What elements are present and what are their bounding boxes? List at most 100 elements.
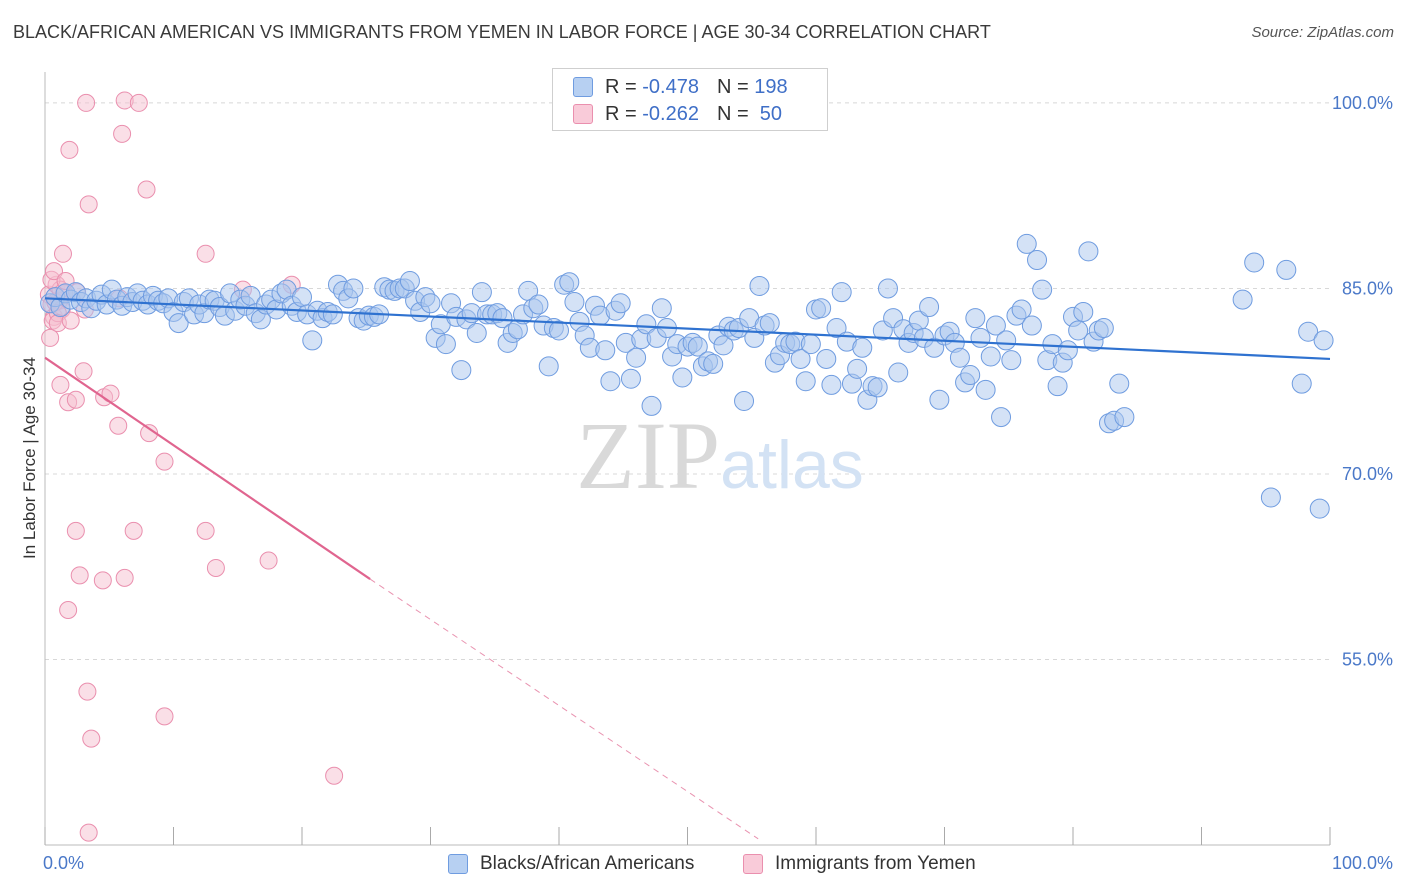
black-african-american-point (1068, 320, 1089, 341)
black-african-american-point (1276, 259, 1297, 280)
yemen-point (82, 729, 101, 748)
black-african-american-point (919, 296, 940, 317)
black-african-american-point (636, 314, 657, 335)
black-african-american-point (1073, 301, 1094, 322)
black-african-american-point (759, 313, 780, 334)
y-tick-label: 100.0% (1332, 93, 1393, 113)
legend-row-blue: R = -0.478 N = 198 (573, 75, 788, 99)
pink-trend-extension (369, 578, 759, 840)
yemen-point (79, 195, 98, 214)
yemen-point (74, 362, 93, 381)
black-african-american-point (1298, 321, 1319, 342)
bottom-blue-label: Blacks/African Americans (480, 853, 695, 874)
black-african-american-point (399, 271, 420, 292)
black-african-american-point (847, 358, 868, 379)
black-african-american-point (1309, 498, 1330, 519)
black-african-american-point (292, 287, 312, 308)
black-african-american-point (641, 395, 662, 416)
yemen-point (155, 452, 174, 471)
correlation-legend: R = -0.478 N = 198 R = -0.262 N = 50 (552, 68, 828, 131)
black-african-american-point (1011, 299, 1032, 320)
black-african-american-point (1114, 407, 1135, 428)
pink-r-label: R = (605, 102, 637, 125)
black-african-american-point (749, 275, 770, 296)
yemen-point (70, 566, 89, 585)
trend-lines (44, 297, 1331, 840)
black-african-american-point (985, 315, 1006, 336)
pink-r-value: -0.262 (642, 102, 699, 125)
black-african-american-point (1016, 233, 1037, 254)
black-african-american-point (420, 293, 441, 314)
black-african-american-point (877, 278, 898, 299)
black-african-american-point (1027, 249, 1048, 270)
blue-n-label: N = (716, 75, 749, 98)
black-african-american-point (620, 368, 641, 389)
black-african-american-point (826, 318, 847, 339)
yemen-point (51, 375, 70, 394)
black-african-american-point (1232, 289, 1253, 310)
black-african-american-point (1244, 252, 1265, 273)
black-african-american-point (811, 298, 832, 319)
black-african-american-point (1047, 376, 1068, 397)
yemen-point (259, 551, 278, 570)
black-african-american-point (168, 313, 189, 334)
black-african-american-point (831, 282, 852, 303)
black-african-american-point (672, 367, 693, 388)
black-african-american-point (852, 337, 873, 358)
x-tick-label: 100.0% (1332, 853, 1393, 873)
yemen-point (206, 558, 225, 577)
black-african-american-point (970, 327, 991, 348)
yemen-point (66, 521, 85, 540)
black-african-american-point (343, 278, 364, 299)
black-african-american-point (991, 407, 1012, 428)
blue-r-value: -0.478 (642, 75, 699, 98)
black-african-american-point (435, 334, 456, 355)
black-african-american-point (466, 322, 487, 343)
yemen-point (113, 124, 132, 143)
black-african-american-point (559, 272, 580, 293)
black-african-american-point (888, 362, 909, 383)
blue-swatch (573, 77, 593, 97)
yemen-point (78, 682, 97, 701)
yemen-point (129, 93, 148, 112)
bottom-pink-swatch (743, 854, 763, 874)
blacks-african-americans-points (40, 233, 1334, 519)
black-african-american-point (1032, 279, 1053, 300)
yemen-point (77, 93, 96, 112)
black-african-american-point (1260, 487, 1281, 508)
black-african-american-point (1078, 241, 1099, 262)
black-african-american-point (734, 390, 755, 411)
yemen-point (196, 244, 215, 263)
axes (44, 72, 1331, 846)
x-tick-label: 0.0% (43, 853, 84, 873)
yemen-point (79, 823, 98, 842)
black-african-american-point (471, 282, 492, 303)
y-axis-label: In Labor Force | Age 30-34 (20, 357, 39, 559)
black-african-american-point (451, 360, 472, 381)
yemen-point (109, 416, 128, 435)
chart-title: BLACK/AFRICAN AMERICAN VS IMMIGRANTS FRO… (13, 22, 991, 42)
bottom-legend-pink: Immigrants from Yemen (743, 852, 976, 876)
yemen-point (124, 521, 143, 540)
pink-n-value: 50 (759, 102, 783, 125)
bottom-blue-swatch (448, 854, 468, 874)
black-african-american-point (975, 379, 996, 400)
black-african-american-point (800, 334, 821, 355)
bottom-legend-blue: Blacks/African Americans (448, 852, 694, 876)
yemen-point (137, 180, 156, 199)
black-african-american-point (538, 356, 559, 377)
black-african-american-point (703, 353, 724, 374)
black-african-american-point (302, 330, 323, 351)
black-african-american-point (610, 293, 631, 314)
black-african-american-point (1093, 318, 1114, 339)
black-african-american-point (821, 374, 842, 395)
black-african-american-point (651, 298, 672, 319)
yemen-point (66, 390, 85, 409)
bottom-pink-label: Immigrants from Yemen (775, 853, 976, 874)
black-african-american-point (816, 348, 837, 369)
black-african-american-point (795, 371, 816, 392)
black-african-american-point (790, 348, 811, 369)
black-african-american-point (687, 336, 708, 357)
black-african-american-point (564, 292, 585, 313)
